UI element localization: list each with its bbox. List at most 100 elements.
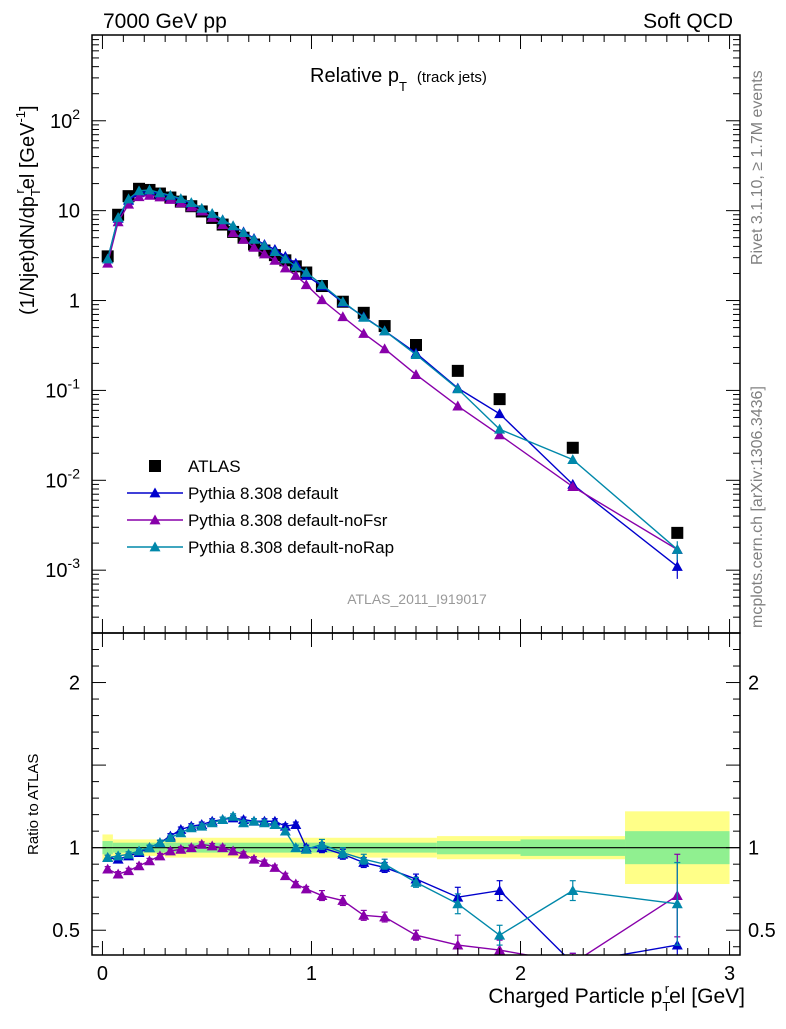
ratio-point-1 [164,845,176,856]
bottom-series-group [102,810,683,968]
ratio-point-1 [206,840,218,851]
ratio-point-1 [258,857,270,867]
series-point-3 [337,296,349,307]
legend-marker [149,541,161,552]
ratio-point-2 [175,827,187,838]
ratio-point-2 [379,858,391,869]
y-tick-label: 10 [58,201,80,223]
series-point-3 [143,184,155,195]
ratio-point-1 [217,842,229,853]
ratio-y-axis-label: Ratio to ATLAS [25,754,42,855]
ratio-point-1 [269,861,281,872]
series-point-3 [410,349,422,360]
ratio-point-2 [567,885,579,895]
chart-marks [101,182,684,968]
atlas-point [410,339,422,352]
ratio-y-tick-label-left: 2 [69,673,80,695]
ratio-point-2 [452,898,464,909]
x-tick-label: 1 [306,963,317,985]
ratio-point-2 [279,825,291,836]
ratio-point-1 [143,855,155,866]
series-point-3 [154,187,166,198]
series-point-2 [269,254,281,265]
analysis-watermark: ATLAS_2011_I919017 [347,591,487,607]
ratio-point-1 [337,895,349,905]
series-point-2 [123,198,135,209]
x-tick-label: 2 [515,963,526,985]
ratio-point-2 [410,876,422,887]
ratio-point-2 [133,845,145,856]
ratio-point-1 [102,863,114,874]
ratio-point-1 [379,911,391,922]
ratio-point-1 [196,838,208,849]
atlas-point [566,441,579,454]
series-point-3 [300,267,312,277]
series-point-3 [123,193,135,204]
x-axis-label: Charged Particle pTrel [GeV] [488,981,745,1014]
ratio-point-2 [143,842,155,853]
x-tick-label: 0 [97,963,108,985]
series-point-2 [494,429,506,440]
series-point-3 [227,220,239,231]
y-tick-label: 10-2 [45,465,80,492]
series-point-3 [102,253,114,264]
ratio-point-1 [248,853,260,864]
ratio-point-0 [494,885,506,895]
series-point-2 [290,269,302,280]
series-point-3 [248,233,260,244]
legend-label: Pythia 8.308 default-noFsr [188,511,388,530]
ratio-y-tick-label-left: 0.5 [52,920,80,942]
series-point-3 [567,454,579,464]
ratio-point-1 [175,843,187,854]
ratio-point-1 [567,958,578,968]
ratio-point-2 [290,842,302,853]
ratio-point-2 [316,838,328,849]
ratio-y-tick-label-right: 1 [748,838,759,860]
ratio-point-2 [269,819,281,829]
ratio-point-2 [238,817,250,828]
rivet-label: Rivet 3.1.10, ≥ 1.7M events [749,70,766,265]
atlas-point [493,393,506,406]
ratio-point-1 [300,883,312,894]
ratio-point-2 [337,847,349,858]
series-point-2 [452,400,464,411]
ratio-line-1 [107,843,678,955]
series-point-3 [452,383,464,394]
plot-frames: 0 1 2 3 102 10 1 10-1 10-2 10-3 2 2 1 1 0.5 0.5 [45,34,776,985]
y-tick-label: 10-1 [45,375,80,402]
legend-marker [149,487,161,498]
series-point-3 [206,207,218,218]
ratio-plot-frame [91,632,741,956]
series-point-2 [143,189,155,200]
legend-marker [149,514,161,525]
ratio-point-2 [123,848,135,859]
series-point-2 [238,233,250,244]
series-point-2 [133,191,145,202]
y-tick-label: 1 [69,291,80,313]
ratio-point-0 [567,958,578,968]
legend: ATLAS Pythia 8.308 default Pythia 8.308 de… [127,457,394,557]
ratio-point-2 [258,817,270,828]
ratio-point-2 [102,852,114,862]
series-point-3 [494,423,506,434]
top-y-axis-label: (1/Njet)dN/dpTrel [GeV-1] [12,105,43,315]
series-point-3 [185,197,197,207]
ratio-point-2 [248,815,260,826]
ratio-point-1 [123,865,135,876]
series-point-2 [410,369,422,379]
x-tick-label: 3 [724,963,735,985]
series-point-2 [379,343,391,354]
series-point-1 [494,408,506,419]
series-point-3 [269,246,281,257]
series-point-2 [358,327,370,338]
series-point-3 [133,185,145,196]
ratio-point-1 [154,850,166,861]
ratio-point-1 [452,939,464,950]
ratio-point-1 [133,860,145,871]
series-point-2 [248,241,260,252]
series-point-2 [567,481,579,492]
legend-label: Pythia 8.308 default [188,484,339,503]
series-point-2 [337,311,349,322]
ratio-line-2 [107,815,678,937]
